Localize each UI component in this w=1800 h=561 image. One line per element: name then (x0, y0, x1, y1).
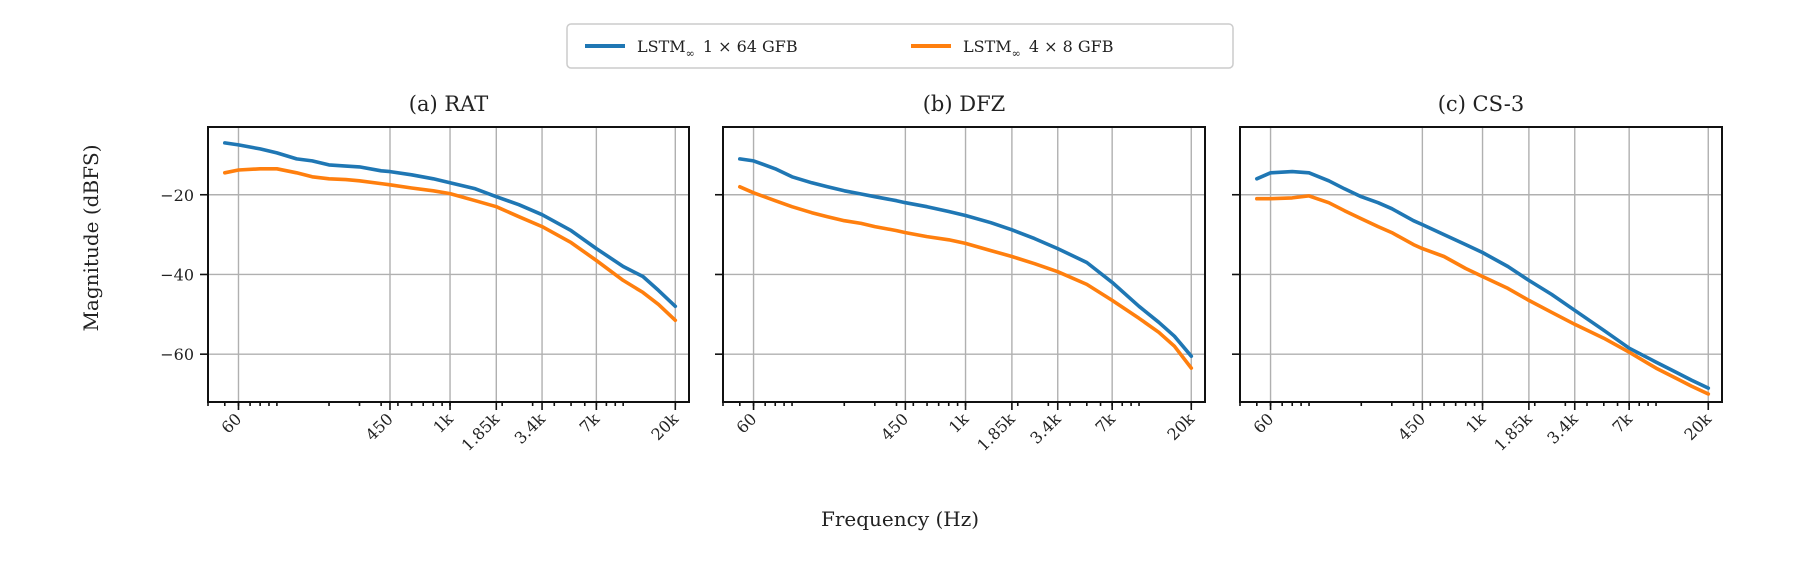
x-tick-label: 20k (1680, 409, 1715, 444)
legend: LSTM∞ 1 × 64 GFB LSTM∞ 4 × 8 GFB (566, 23, 1234, 69)
plot-frame (207, 126, 690, 403)
panel-1: (a) RAT 60 450 1k 1.85k 3.4k 7k 20k −20 −40 −60 (160, 92, 690, 455)
legend-box (566, 23, 1234, 69)
x-axis-label: Frequency (Hz) (821, 507, 979, 531)
y-axis-label: Magnitude (dBFS) (79, 144, 103, 331)
x-tick-label: 60 (217, 409, 245, 437)
x-tick-label: 450 (1394, 409, 1429, 444)
x-tick-label: 450 (877, 409, 912, 444)
x-tick-label: 1k (429, 409, 457, 437)
panel-2: (b) DFZ 60 450 1k 1.85k 3.4k 7k 20k (715, 92, 1206, 455)
legend-label-series-2: LSTM∞ 4 × 8 GFB (963, 37, 1113, 60)
panel-title: (a) RAT (409, 92, 488, 116)
panel-title: (b) DFZ (923, 92, 1006, 116)
x-tick-label: 20k (647, 409, 682, 444)
series-line-1 (223, 141, 678, 309)
x-tick-label: 7k (1608, 409, 1636, 437)
x-tick-label: 3.4k (1543, 409, 1581, 447)
x-tick-label: 3.4k (1026, 409, 1064, 447)
x-tick-label: 450 (362, 409, 397, 444)
series-line-1 (737, 157, 1194, 359)
y-tick-label: −20 (160, 186, 194, 205)
y-tick-label: −40 (160, 265, 194, 284)
plot-frame (722, 126, 1206, 403)
plot-frame (1239, 126, 1723, 403)
x-tick-label: 3.4k (511, 409, 549, 447)
y-tick-label: −60 (160, 345, 194, 364)
x-tick-label: 1.85k (973, 409, 1019, 455)
x-tick-label: 1.85k (1490, 409, 1536, 455)
series-line-1 (1255, 169, 1711, 390)
x-tick-label: 1k (1462, 409, 1490, 437)
x-tick-label: 20k (1163, 409, 1198, 444)
x-tick-label: 1k (945, 409, 973, 437)
series-line-2 (737, 185, 1194, 370)
x-tick-label: 7k (576, 409, 604, 437)
x-tick-label: 60 (1250, 409, 1278, 437)
panel-3: (c) CS-3 60 450 1k 1.85k 3.4k 7k 20k (1232, 92, 1723, 455)
series-line-2 (223, 167, 678, 323)
legend-label-series-1: LSTM∞ 1 × 64 GFB (637, 37, 798, 60)
x-tick-label: 7k (1091, 409, 1119, 437)
panel-title: (c) CS-3 (1438, 92, 1525, 116)
series-line-2 (1255, 194, 1711, 396)
x-tick-label: 1.85k (458, 409, 504, 455)
x-tick-label: 60 (733, 409, 761, 437)
